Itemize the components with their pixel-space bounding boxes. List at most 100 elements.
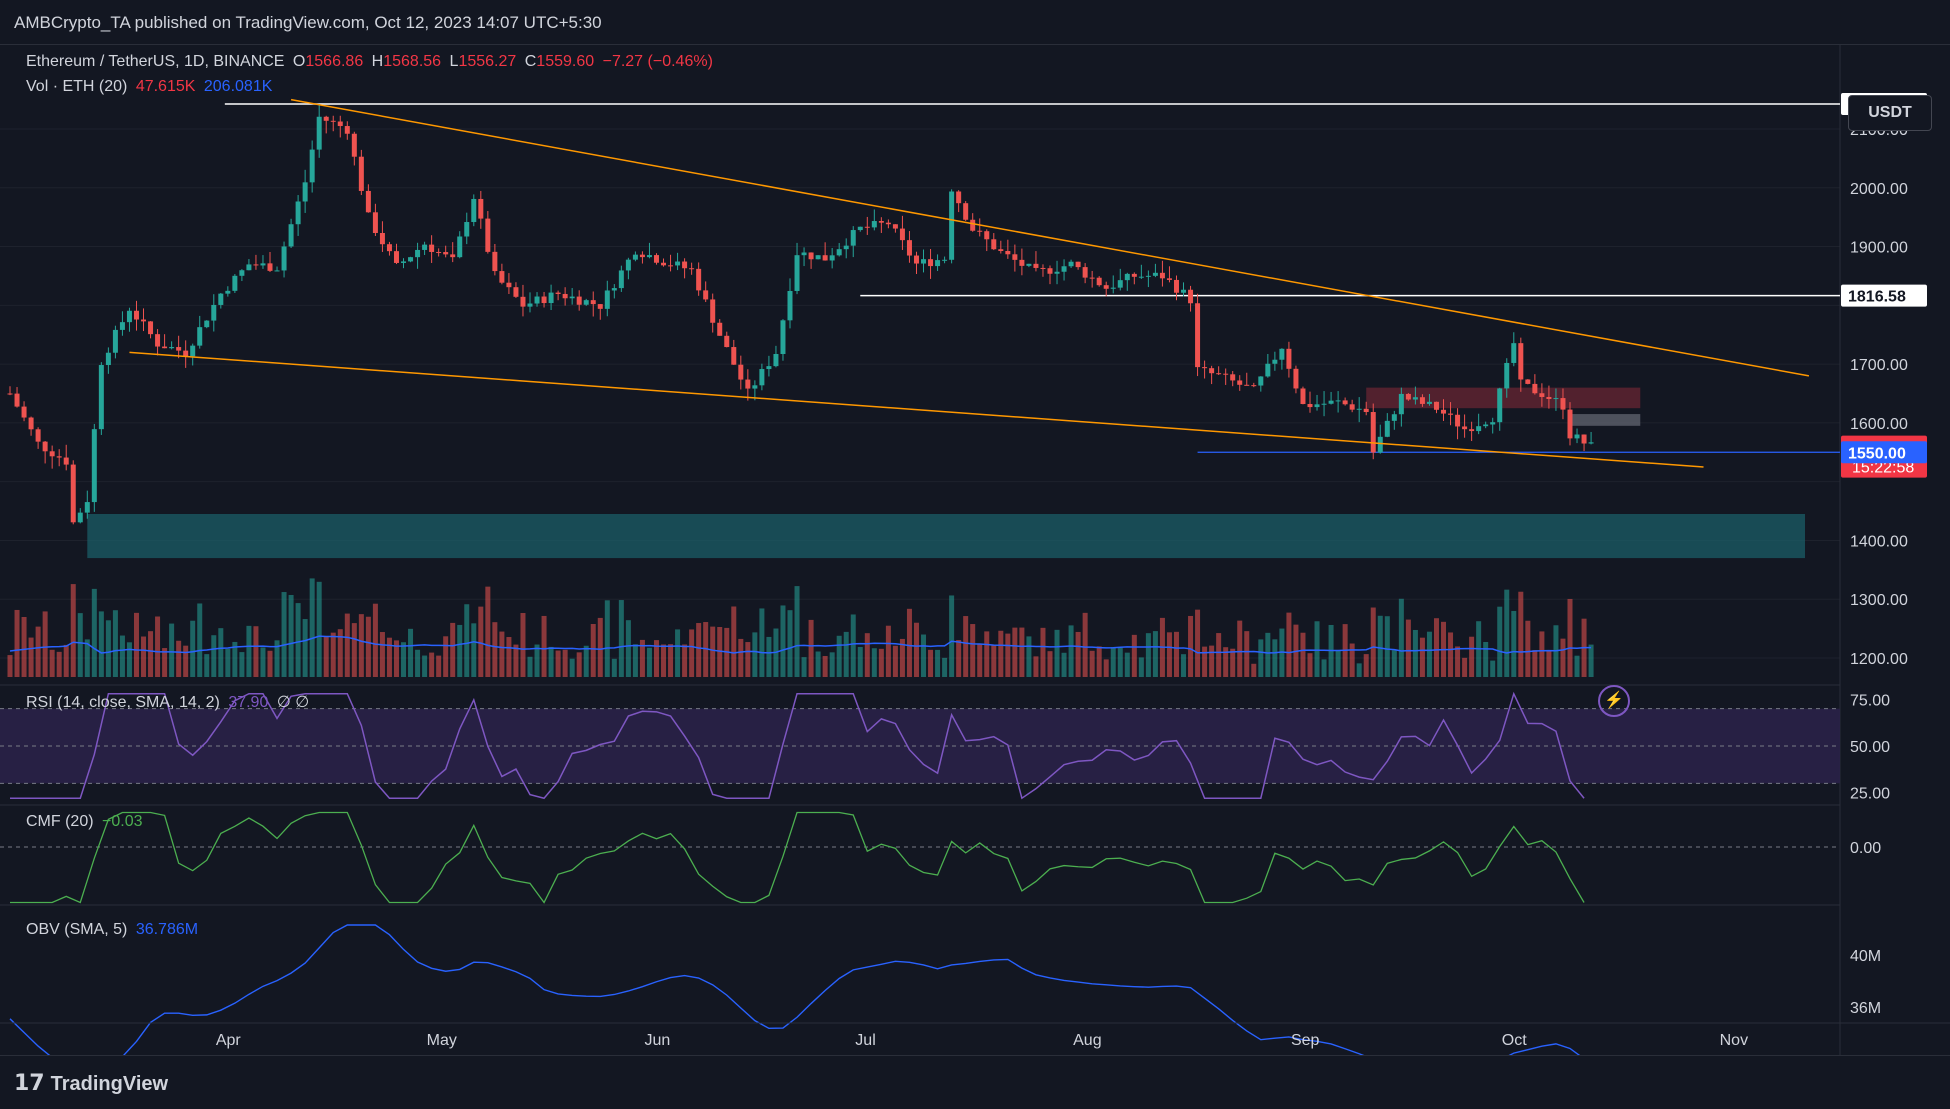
candle bbox=[1188, 289, 1194, 304]
volume-bar bbox=[956, 640, 962, 677]
volume-bar bbox=[77, 613, 83, 677]
candle bbox=[703, 290, 709, 300]
candle bbox=[1068, 261, 1074, 267]
candle bbox=[323, 116, 329, 121]
volume-bar bbox=[457, 624, 463, 677]
candle bbox=[829, 255, 835, 261]
candle bbox=[1426, 401, 1432, 404]
volume-bar bbox=[815, 651, 821, 677]
candle bbox=[162, 346, 168, 349]
close-value: 1559.60 bbox=[536, 53, 595, 70]
volume-bar bbox=[513, 644, 519, 677]
candle bbox=[1314, 404, 1320, 408]
candle bbox=[808, 252, 814, 260]
open-value: 1566.86 bbox=[305, 53, 364, 70]
price-tick-label: 1700.00 bbox=[1850, 357, 1908, 374]
candle bbox=[1124, 273, 1130, 281]
candle bbox=[1005, 250, 1011, 255]
rsi-tick-label: 50.00 bbox=[1850, 739, 1890, 756]
candle bbox=[1497, 388, 1503, 423]
rsi-legend: RSI (14, close, SMA, 14, 2) 37.90 ∅ ∅ bbox=[26, 692, 313, 712]
price-tick-label: 1300.00 bbox=[1850, 592, 1908, 609]
rsi-tick-label: 75.00 bbox=[1850, 692, 1890, 709]
candle bbox=[1173, 279, 1179, 293]
candle bbox=[752, 385, 758, 389]
volume-bar bbox=[928, 649, 934, 677]
volume-bar bbox=[379, 632, 385, 677]
volume-ma-line bbox=[9, 635, 1592, 654]
volume-bar bbox=[1300, 632, 1306, 677]
volume-bar bbox=[1349, 643, 1355, 677]
candle bbox=[843, 245, 849, 250]
publish-bar: AMBCrypto_TA published on TradingView.co… bbox=[0, 0, 1950, 45]
candle bbox=[42, 441, 48, 452]
candle bbox=[871, 221, 877, 228]
candle bbox=[1448, 413, 1454, 415]
time-tick-label: Nov bbox=[1720, 1032, 1748, 1049]
volume-bar bbox=[415, 649, 421, 677]
candle bbox=[211, 304, 217, 321]
volume-bar bbox=[429, 652, 435, 677]
candle bbox=[70, 464, 76, 523]
volume-bar bbox=[98, 611, 104, 677]
volume-bar bbox=[1110, 647, 1116, 677]
volume-bar bbox=[274, 640, 280, 677]
volume-bar bbox=[148, 631, 154, 677]
candle bbox=[731, 347, 737, 365]
volume-bar bbox=[1195, 609, 1201, 677]
price-tick-label: 1200.00 bbox=[1850, 651, 1908, 668]
currency-button[interactable]: USDT bbox=[1848, 95, 1932, 131]
candle bbox=[1166, 278, 1172, 280]
volume-bar bbox=[534, 644, 540, 677]
volume-bar bbox=[871, 648, 877, 677]
tradingview-logo[interactable]: 17 TradingView bbox=[14, 1071, 168, 1096]
candle bbox=[970, 219, 976, 231]
candle bbox=[885, 222, 891, 225]
candle bbox=[766, 366, 772, 370]
volume-bar bbox=[703, 622, 709, 677]
flash-icon[interactable]: ⚡ bbox=[1598, 685, 1630, 717]
volume-bar bbox=[190, 620, 196, 677]
candle bbox=[429, 244, 435, 252]
volume-bar bbox=[646, 647, 652, 677]
candle bbox=[1033, 263, 1039, 268]
candle bbox=[780, 320, 786, 354]
candle bbox=[1588, 442, 1594, 444]
time-tick-label: Apr bbox=[216, 1032, 242, 1049]
candle bbox=[183, 350, 189, 357]
volume-bar bbox=[1166, 632, 1172, 677]
price-label-bg bbox=[1841, 441, 1927, 464]
volume-bar bbox=[822, 655, 828, 677]
volume-bar bbox=[1089, 650, 1095, 677]
candle bbox=[365, 190, 371, 213]
volume-bar bbox=[1483, 642, 1489, 677]
volume-bar bbox=[485, 586, 491, 677]
candle bbox=[801, 252, 807, 256]
volume-bar bbox=[1145, 633, 1151, 677]
price-chart[interactable]: 1200.00 1300.00 1400.00 1600.00 1700.00 1900.… bbox=[0, 45, 1950, 1055]
candle bbox=[1138, 276, 1144, 278]
chart-area[interactable]: 1200.00 1300.00 1400.00 1600.00 1700.00 1900.… bbox=[0, 45, 1950, 1055]
candle bbox=[1047, 268, 1053, 274]
candle bbox=[351, 133, 357, 157]
low-value: 1556.27 bbox=[458, 53, 517, 70]
volume-bar bbox=[963, 616, 969, 677]
volume-bar bbox=[520, 613, 526, 677]
candle bbox=[745, 379, 751, 389]
volume-bar bbox=[197, 603, 203, 677]
rsi-line bbox=[10, 691, 1585, 800]
volume-bar bbox=[639, 639, 645, 677]
candle bbox=[436, 251, 442, 253]
volume-bar bbox=[1448, 632, 1454, 677]
volume-bar bbox=[1356, 663, 1362, 677]
volume-bar bbox=[105, 620, 111, 677]
candle bbox=[141, 319, 147, 322]
volume-bar bbox=[759, 608, 765, 677]
candle bbox=[583, 300, 589, 305]
volume-bar bbox=[899, 638, 905, 677]
volume-bar bbox=[829, 652, 835, 677]
time-tick-label: Sep bbox=[1291, 1032, 1320, 1049]
candle bbox=[1244, 384, 1250, 386]
candle bbox=[478, 198, 484, 219]
candle bbox=[1567, 409, 1573, 439]
